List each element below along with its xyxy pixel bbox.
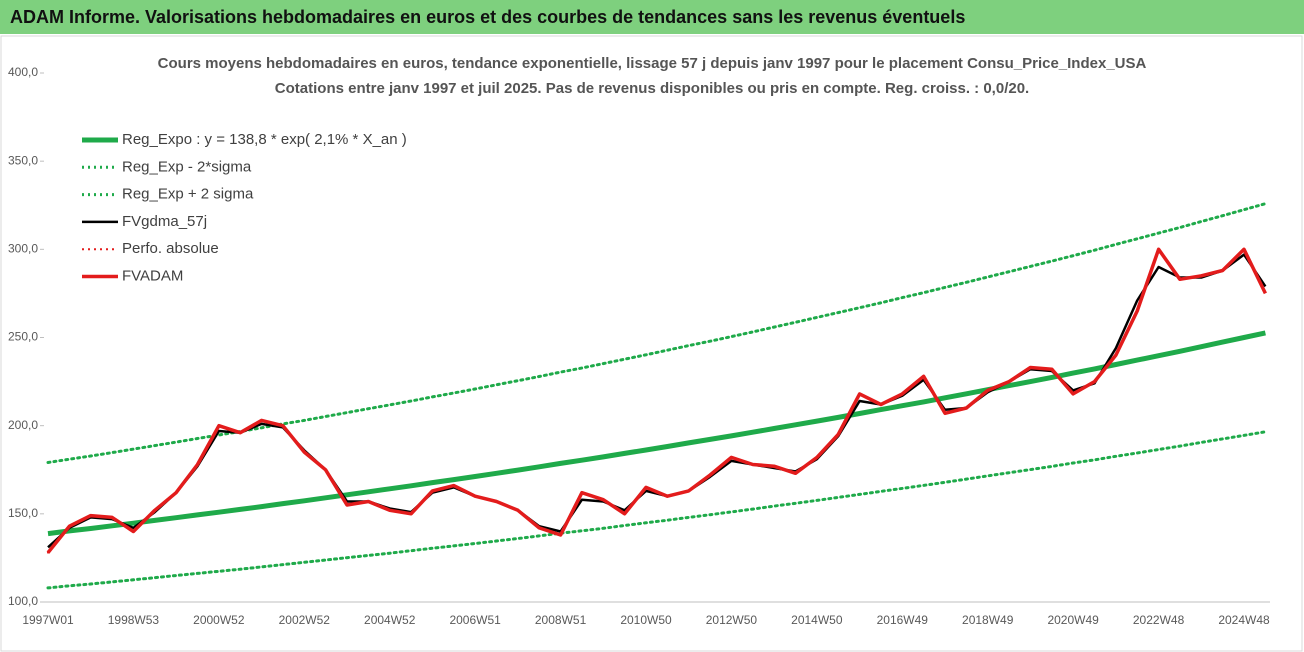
title-bar xyxy=(0,0,1304,34)
x-tick-label: 2016W49 xyxy=(877,613,929,627)
x-tick-label: 2018W49 xyxy=(962,613,1014,627)
y-tick-label: 400,0 xyxy=(8,65,38,79)
legend-label: FVgdma_57j xyxy=(122,213,207,230)
series-line xyxy=(47,330,1266,537)
x-tick-label: 2014W50 xyxy=(791,613,843,627)
legend-label: Reg_Expo : y = 138,8 * exp( 2,1% * X_an … xyxy=(122,131,407,148)
chart-border xyxy=(0,35,1303,652)
y-tick-label: 300,0 xyxy=(8,242,38,256)
y-tick-label: 100,0 xyxy=(8,594,38,608)
y-tick-label: 150,0 xyxy=(8,506,38,520)
legend-label: Reg_Exp - 2*sigma xyxy=(122,158,252,175)
x-tick-label: 2020W49 xyxy=(1047,613,1099,627)
y-tick-label: 350,0 xyxy=(8,153,38,167)
legend-label: Perfo. absolue xyxy=(122,240,219,257)
series-line xyxy=(46,430,1267,590)
x-tick-label: 2010W50 xyxy=(620,613,672,627)
x-tick-label: 2000W52 xyxy=(193,613,245,627)
page-title: ADAM Informe. Valorisations hebdomadaire… xyxy=(10,7,965,27)
x-tick-label: 2024W48 xyxy=(1218,613,1270,627)
x-tick-label: 2004W52 xyxy=(364,613,416,627)
chart-subtitle: Cotations entre janv 1997 et juil 2025. … xyxy=(275,80,1029,97)
x-tick-label: 2012W50 xyxy=(706,613,758,627)
legend-label: Reg_Exp + 2 sigma xyxy=(122,186,254,203)
x-tick-label: 2022W48 xyxy=(1133,613,1185,627)
series-line xyxy=(47,253,1267,549)
x-tick-label: 1998W53 xyxy=(108,613,160,627)
series-line xyxy=(46,202,1267,464)
x-tick-label: 2006W51 xyxy=(449,613,501,627)
legend-label: FVADAM xyxy=(122,267,183,284)
x-tick-label: 1997W01 xyxy=(22,613,74,627)
chart-title: Cours moyens hebdomadaires en euros, ten… xyxy=(158,55,1147,72)
series-line xyxy=(47,248,1267,554)
y-tick-label: 200,0 xyxy=(8,418,38,432)
x-tick-label: 2008W51 xyxy=(535,613,587,627)
y-tick-label: 250,0 xyxy=(8,330,38,344)
x-tick-label: 2002W52 xyxy=(279,613,331,627)
series-line xyxy=(46,247,1267,554)
